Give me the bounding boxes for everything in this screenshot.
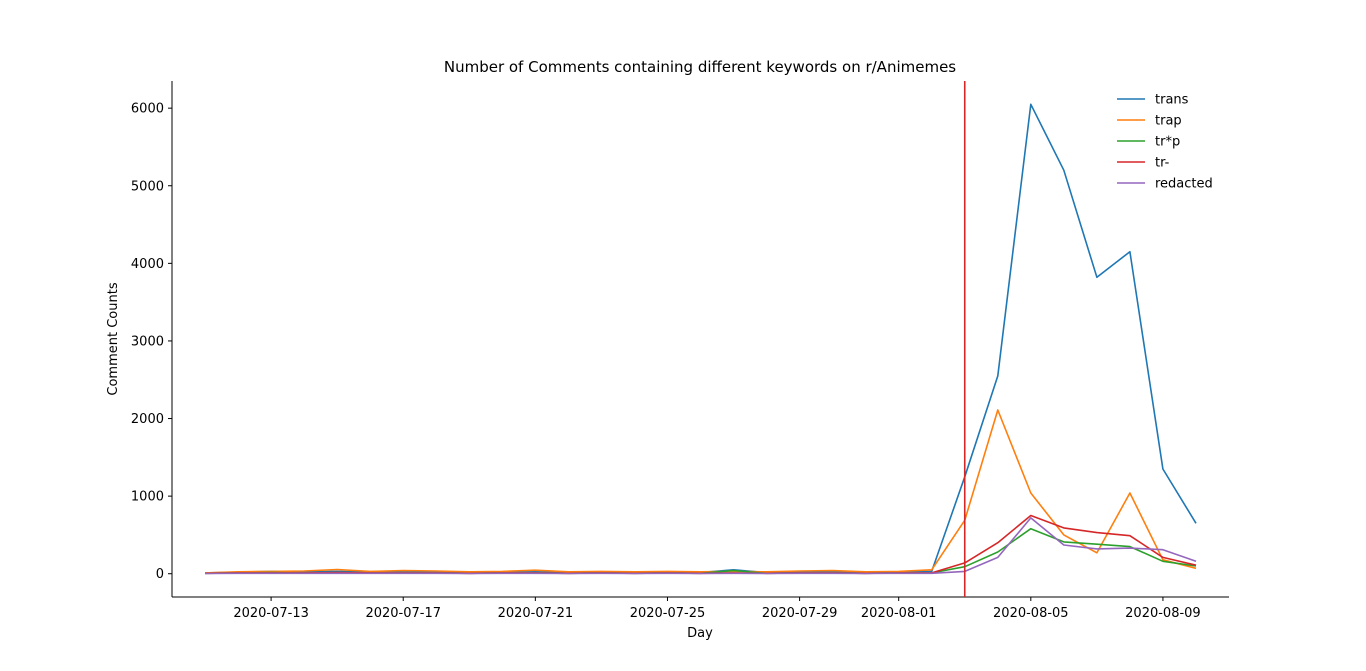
legend-label: trans [1155, 93, 1189, 108]
x-tick-label: 2020-07-21 [498, 606, 574, 621]
legend-label: tr- [1155, 156, 1170, 171]
x-tick-label: 2020-07-25 [630, 606, 706, 621]
legend-label: tr*p [1155, 135, 1180, 150]
y-tick-label: 1000 [131, 490, 164, 505]
y-tick-label: 4000 [131, 257, 164, 272]
x-tick-label: 2020-07-17 [365, 606, 441, 621]
legend-label: trap [1155, 114, 1182, 129]
y-tick-label: 2000 [131, 412, 164, 427]
x-tick-label: 2020-07-13 [233, 606, 309, 621]
legend: trans trap tr*p tr-redacted [1117, 93, 1213, 192]
series-line-trap [204, 409, 1197, 574]
x-tick-label: 2020-07-29 [762, 606, 838, 621]
y-axis-label: Comment Counts [106, 282, 121, 395]
series-line-tr- [204, 514, 1197, 575]
series-line-redacted [204, 517, 1197, 575]
x-tick-label: 2020-08-09 [1125, 606, 1201, 621]
y-tick-label: 6000 [131, 102, 164, 117]
x-tick-label: 2020-08-05 [993, 606, 1069, 621]
plot-area: 0 1000 2000 3000 4000 5000 6000 2020-07-13 2020-… [131, 81, 1229, 621]
y-tick-label: 0 [156, 567, 164, 582]
legend-label: redacted [1155, 177, 1213, 192]
x-tick-label: 2020-08-01 [861, 606, 937, 621]
y-tick-label: 5000 [131, 179, 164, 194]
series-line-trans [204, 103, 1197, 574]
x-axis-label: Day [687, 626, 713, 641]
series-line-tr-p [204, 527, 1197, 575]
y-tick-label: 3000 [131, 334, 164, 349]
chart-title: Number of Comments containing different … [444, 58, 956, 76]
